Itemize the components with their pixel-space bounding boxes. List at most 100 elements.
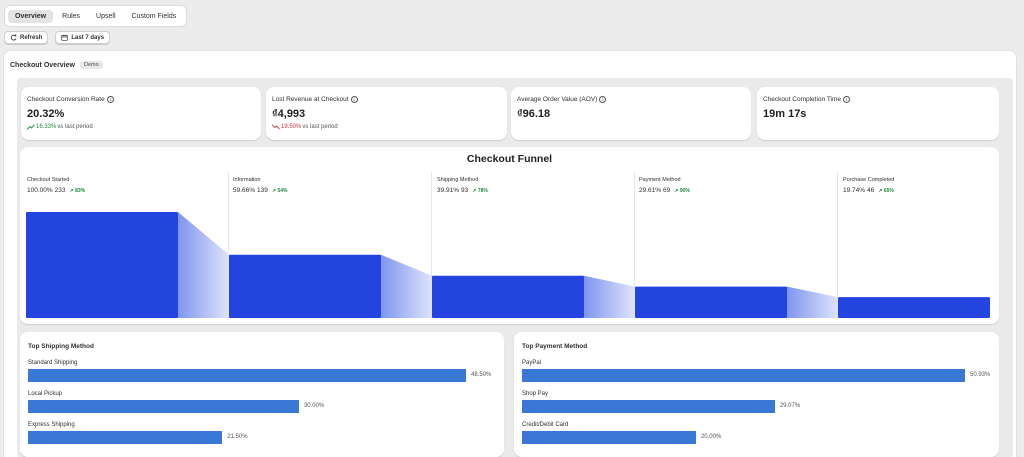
kpi-delta: 19.50% vs last period [272, 124, 338, 130]
stage-separator [228, 172, 229, 317]
payment-method-value: 50.93% [970, 372, 991, 378]
stage-nums: 29.61% 69 ↗ 90% [639, 187, 690, 194]
stage-separator [431, 172, 432, 317]
trend-up-icon [27, 124, 35, 130]
funnel-bar-2 [432, 275, 584, 318]
stage-conversion-value: 83% [75, 187, 86, 194]
panel-header: Checkout Overview Demo [10, 61, 103, 69]
kpi-delta-value: 19.50% [281, 124, 302, 130]
stage-pct: 100.00% [27, 187, 53, 194]
kpi-card-conversion-rate: Checkout Conversion Rate i 20.32% 16.33%… [21, 87, 261, 140]
top-tabs: Overview Rules Upsell Custom Fields [4, 5, 188, 27]
funnel-stage-checkout-started: Checkout Started 100.00% 233 ↗ 83% [27, 177, 85, 194]
stage-pct: 19.74% [843, 187, 866, 194]
stage-conversion-value: 54% [277, 187, 288, 194]
shipping-method-label: Standard Shipping [28, 360, 78, 366]
funnel-title: Checkout Funnel [466, 153, 553, 165]
tab-rules[interactable]: Rules [62, 12, 81, 20]
kpi-delta-value: 16.33% [36, 124, 57, 130]
stage-separator [837, 172, 838, 317]
kpi-label-wrap: Checkout Conversion Rate i [27, 96, 114, 103]
panel-title: Checkout Overview [10, 61, 75, 69]
funnel-chart [26, 212, 990, 318]
stage-pct: 59.66% [233, 187, 256, 194]
kpi-delta-suffix: vs last period [57, 124, 93, 130]
funnel-stage-purchase-completed: Purchase Completed 19.74% 46 ↗ 65% [843, 177, 894, 194]
stage-pct: 39.91% [437, 187, 460, 194]
kpi-card-completion-time: Checkout Completion Time i 19m 17s [757, 87, 999, 140]
kpi-value: ₫4,993 [272, 108, 306, 120]
payment-method-bar [522, 369, 965, 382]
shipping-method-label: Local Pickup [28, 391, 63, 397]
refresh-icon [10, 34, 17, 41]
stage-conversion-value: 90% [679, 187, 690, 194]
funnel-stage-information: Information 59.66% 139 ↗ 54% [233, 177, 288, 194]
stage-conversion: ↗ 65% [878, 187, 894, 194]
info-icon[interactable]: i [106, 96, 114, 103]
info-icon[interactable]: i [350, 96, 358, 103]
tab-upsell[interactable]: Upsell [96, 12, 116, 20]
payment-method-bar [522, 400, 775, 413]
funnel-stage-payment-method: Payment Method 29.61% 69 ↗ 90% [639, 177, 690, 194]
info-icon[interactable]: i [599, 96, 607, 103]
shipping-method-bar [28, 369, 467, 382]
funnel-connector-1 [381, 254, 432, 318]
payment-method-label: Shop Pay [522, 391, 549, 397]
stage-name: Information [233, 177, 261, 183]
kpi-label: Checkout Conversion Rate [27, 96, 105, 103]
stage-conversion: ↗ 83% [69, 187, 86, 194]
stage-count: 69 [663, 187, 671, 194]
refresh-label: Refresh [20, 34, 43, 41]
stage-conversion: ↗ 90% [674, 187, 690, 194]
tab-custom-fields[interactable]: Custom Fields [131, 12, 177, 20]
payment-method-label: PayPal [522, 360, 542, 366]
stage-count: 233 [54, 187, 66, 194]
demo-badge: Demo [79, 61, 103, 69]
stage-conversion: ↗ 78% [472, 187, 488, 194]
stage-conversion-value: 78% [477, 187, 488, 194]
stage-count: 93 [461, 187, 469, 194]
info-icon[interactable]: i [843, 96, 851, 103]
kpi-value: ₫96.18 [517, 108, 551, 120]
kpi-value: 19m 17s [763, 108, 807, 120]
funnel-connector-2 [584, 275, 635, 318]
funnel-connector-0 [178, 212, 229, 318]
calendar-icon [61, 34, 68, 41]
kpi-label: Lost Revenue at Checkout [272, 96, 349, 103]
funnel-connector-3 [787, 286, 838, 318]
stage-conversion-value: 65% [883, 187, 894, 194]
tab-overview[interactable]: Overview [8, 9, 54, 23]
kpi-label: Checkout Completion Time [763, 96, 842, 103]
funnel-bar-3 [635, 286, 787, 318]
stage-nums: 100.00% 233 ↗ 83% [27, 187, 85, 194]
kpi-value: 20.32% [27, 108, 65, 120]
stage-nums: 59.66% 139 ↗ 54% [233, 187, 288, 194]
stage-nums: 19.74% 46 ↗ 65% [843, 187, 894, 194]
kpi-label-wrap: Lost Revenue at Checkout i [272, 96, 358, 103]
kpi-card-lost-revenue: Lost Revenue at Checkout i ₫4,993 19.50%… [266, 87, 507, 140]
stage-conversion: ↗ 54% [271, 187, 288, 194]
stage-name: Purchase Completed [843, 177, 895, 183]
date-range-button[interactable]: Last 7 days [55, 31, 111, 44]
kpi-delta-suffix: vs last period [302, 124, 338, 130]
payment-method-bar [522, 431, 696, 444]
funnel-stage-shipping-method: Shipping Method 39.91% 93 ↗ 78% [437, 177, 488, 194]
stage-count: 46 [867, 187, 875, 194]
stage-nums: 39.91% 93 ↗ 78% [437, 187, 488, 194]
shipping-method-bar [28, 400, 299, 413]
kpi-label: Average Order Value (AOV) [517, 96, 598, 103]
kpi-delta: 16.33% vs last period [27, 124, 93, 130]
payment-card-title: Top Payment Method [522, 343, 588, 350]
stage-name: Checkout Started [27, 177, 70, 183]
trend-down-icon [272, 124, 280, 130]
toolbar: Refresh Last 7 days [4, 31, 111, 44]
payment-method-label: Credit/Debit Card [522, 422, 569, 428]
stage-name: Payment Method [639, 177, 681, 183]
top-shipping-method-card: Top Shipping Method Standard Shipping 48.… [20, 332, 504, 457]
stage-name: Shipping Method [437, 177, 479, 183]
kpi-card-aov: Average Order Value (AOV) i ₫96.18 [511, 87, 751, 140]
funnel-bar-0 [26, 212, 178, 318]
kpi-label-wrap: Average Order Value (AOV) i [517, 96, 607, 103]
shipping-method-value: 30.00% [303, 403, 325, 409]
refresh-button[interactable]: Refresh [4, 31, 49, 44]
